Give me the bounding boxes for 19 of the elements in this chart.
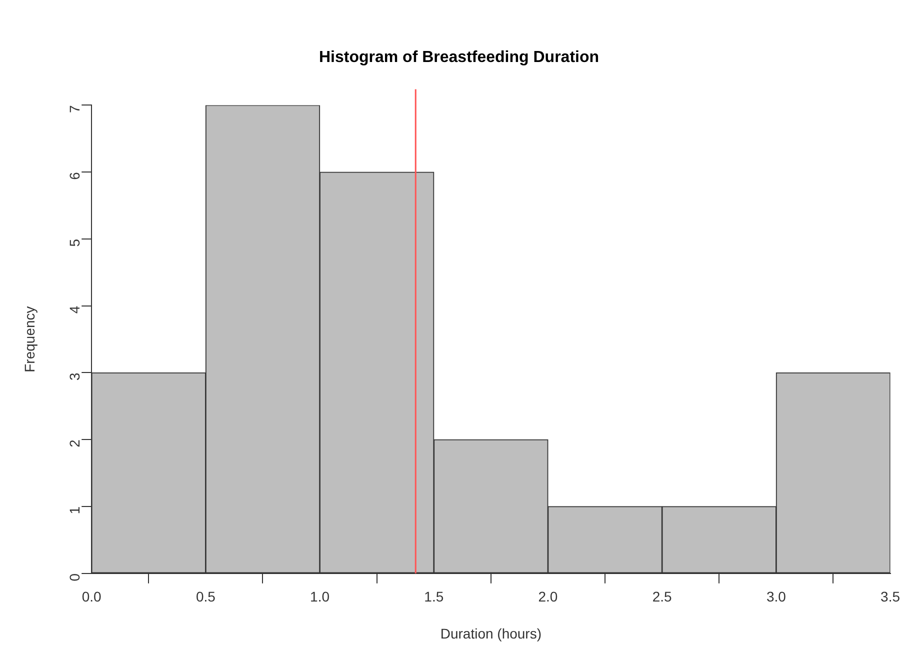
x-tick-label: 1.5: [424, 588, 444, 605]
x-tick-label: 3.5: [880, 588, 900, 605]
y-tick-label: 4: [66, 306, 82, 314]
y-tick-label: 6: [66, 172, 82, 180]
x-tick-label: 0.0: [82, 588, 102, 605]
x-tick-label: 3.0: [766, 588, 786, 605]
y-tick-label: 7: [66, 104, 82, 113]
y-axis-title: Frequency: [21, 306, 38, 372]
y-tick-label: 2: [66, 439, 82, 448]
x-tick-label: 2.5: [652, 588, 672, 605]
x-tick-label: 1.0: [310, 588, 330, 605]
y-tick-label: 5: [66, 238, 82, 247]
chart-title: Histogram of Breastfeeding Duration: [318, 49, 600, 66]
y-tick-label: 0: [66, 573, 82, 582]
x-tick-label: 2.0: [538, 588, 558, 605]
x-axis-title: Duration (hours): [440, 625, 542, 642]
y-tick-label: 1: [66, 506, 82, 514]
x-tick-label: 0.5: [196, 588, 216, 605]
y-tick-label: 3: [66, 372, 82, 381]
